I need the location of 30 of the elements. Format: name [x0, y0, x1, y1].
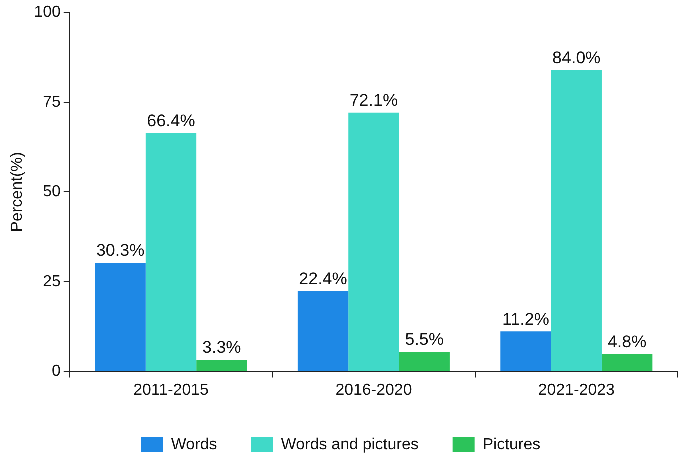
y-tick-label: 50: [43, 184, 61, 201]
data-label: 72.1%: [350, 91, 398, 110]
data-label: 3.3%: [202, 338, 242, 358]
bar: [500, 332, 552, 372]
x-tick-label: 2016-2020: [336, 382, 412, 399]
bar: [551, 70, 602, 372]
data-label: 66.4%: [147, 111, 196, 130]
bar: [399, 352, 450, 372]
bar: [95, 262, 146, 372]
y-tick-label: 100: [34, 4, 61, 22]
data-label: 5.5%: [405, 330, 444, 350]
data-label: 84.0%: [552, 48, 601, 68]
data-label: 11.2%: [502, 310, 550, 329]
data-label: 30.3%: [96, 241, 145, 260]
data-label: 4.8%: [608, 332, 647, 352]
y-tick-label: 25: [43, 273, 61, 290]
y-tick-label: 0: [52, 363, 61, 380]
bar: [348, 112, 400, 372]
x-tick-label: 2021-2023: [538, 382, 616, 399]
bar: [146, 133, 197, 372]
bar: [602, 354, 653, 372]
bar: [196, 360, 248, 372]
bar: [298, 291, 349, 372]
y-axis-title: Percent(%): [9, 152, 26, 232]
legend-label: Pictures: [482, 436, 541, 454]
y-tick-label: 75: [43, 94, 61, 111]
x-tick-label: 2011-2015: [134, 382, 210, 399]
data-label: 22.4%: [299, 270, 348, 289]
legend-label: Words and pictures: [281, 436, 419, 454]
legend-label: Words: [171, 436, 218, 454]
